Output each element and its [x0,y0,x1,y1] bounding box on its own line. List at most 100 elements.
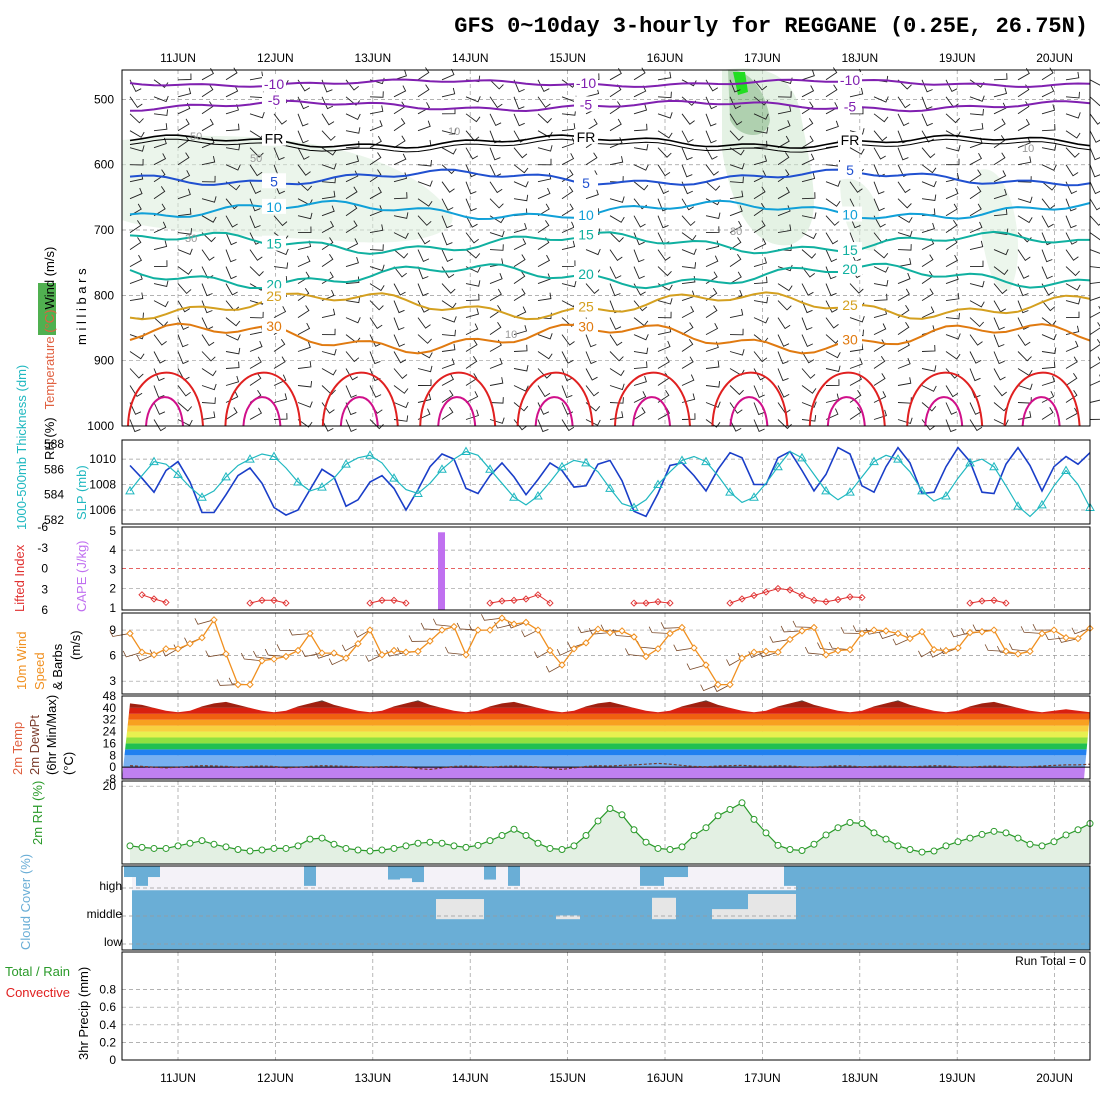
wind-speed-marker [846,645,854,654]
isotherm-line [129,262,1091,290]
wind-barb [777,205,791,217]
thickness-marker [581,457,591,467]
wind-barb [897,272,911,285]
wind-tick-label: 6 [109,649,116,663]
wind-barb [633,375,647,386]
wind-barb [345,140,360,149]
wind-barb [825,180,841,187]
isotherm-label: -5 [268,92,281,108]
wind-barb [369,186,382,200]
rh-marker [198,837,206,845]
rh-marker [378,846,386,854]
isotherm-line [129,134,1091,149]
rh-contour-label: 10 [448,126,460,138]
wind-speed-marker [258,657,266,665]
wind-barb [777,120,791,132]
wind-barb [729,220,743,233]
rh-marker [342,844,350,852]
wind-barb [1089,96,1100,107]
surface-wind-barb [507,621,527,629]
wind-barb [1089,281,1100,285]
wind-barb [897,358,911,369]
wind-barb [1017,411,1032,420]
wind-barb [1089,164,1100,178]
wind-speed-marker [138,648,146,656]
wind-barb [921,113,933,127]
wind-barb [897,113,910,127]
thickness-marker [629,502,639,511]
wind-barb [945,187,959,200]
lifted-index-marker [138,591,146,599]
li-tick-label: 3 [41,582,48,596]
wind-barb [1041,361,1056,369]
wind-barb [945,402,958,415]
rh-marker [798,847,806,855]
wind-barb [970,260,984,268]
wind-barb [129,419,141,433]
wind-barb [393,249,409,259]
wind-barb [297,305,310,318]
wind-barb [201,283,213,297]
date-label-top: 15JUN [549,51,586,65]
wind-barb [345,334,361,344]
wind-barb [633,181,649,191]
wind-barb [633,232,645,246]
rh-contour-label: 30 [185,233,197,245]
wind-barb [393,351,407,364]
wind-barb [537,113,552,124]
wind-barb [657,266,672,277]
rh-marker [906,845,914,853]
li-tick-label: 0 [41,562,48,576]
wind-barb [609,397,624,404]
wind-barb [513,194,529,202]
wind-barb [801,69,815,81]
wind-barb [729,237,742,250]
wind-barb [273,338,286,352]
wind-barb [1041,375,1055,386]
rh-marker [282,844,290,852]
wind-barb [153,402,166,415]
temp-axis-title-part: 2m DewPt [27,715,42,775]
wind-barb [705,255,719,268]
wind-barb [897,147,909,161]
wind-barb [369,224,384,234]
rh-marker [1014,834,1022,842]
wind-barb [969,368,981,382]
isotherm-label: -5 [580,96,593,112]
isotherm-label: 10 [266,199,282,215]
precip-total-legend: Total / Rain [5,964,70,979]
wind-barb [201,175,216,183]
wind-barb [1065,71,1080,81]
wind-barb [345,256,359,268]
wind-barb [801,300,813,314]
cloud-middle-clear [748,894,796,920]
wind-barb [1017,176,1032,183]
surface-wind-barb [929,650,947,658]
isotherm-label-bg [838,260,862,276]
lifted-index-marker [366,599,374,607]
wind-speed-marker [1062,634,1070,642]
precip-tick-label: 0 [109,1053,116,1067]
wind-barb [705,226,720,234]
wind-tick-label: 3 [109,674,116,688]
wind-barb [945,220,958,233]
isotherm-35-bubble [711,371,789,427]
wind-barb [777,91,792,98]
wind-barb [897,377,912,386]
cloud-high-cover [784,866,796,880]
wind-barb [897,322,910,335]
wind-barb [201,232,216,243]
wind-barb [1089,322,1100,335]
wind-barb [753,385,765,398]
date-label-top: 19JUN [939,51,976,65]
isotherm-label: 20 [842,261,858,277]
wind-barb [465,147,479,160]
wind-barb [849,147,865,155]
wind-barb [1041,407,1054,420]
wind-barb [465,164,477,178]
wind-barb [850,107,864,115]
surface-wind-barb [1020,626,1043,634]
cloud-high-cover [124,866,136,876]
wind-barb [393,415,409,422]
wind-speed-marker [1050,626,1058,634]
